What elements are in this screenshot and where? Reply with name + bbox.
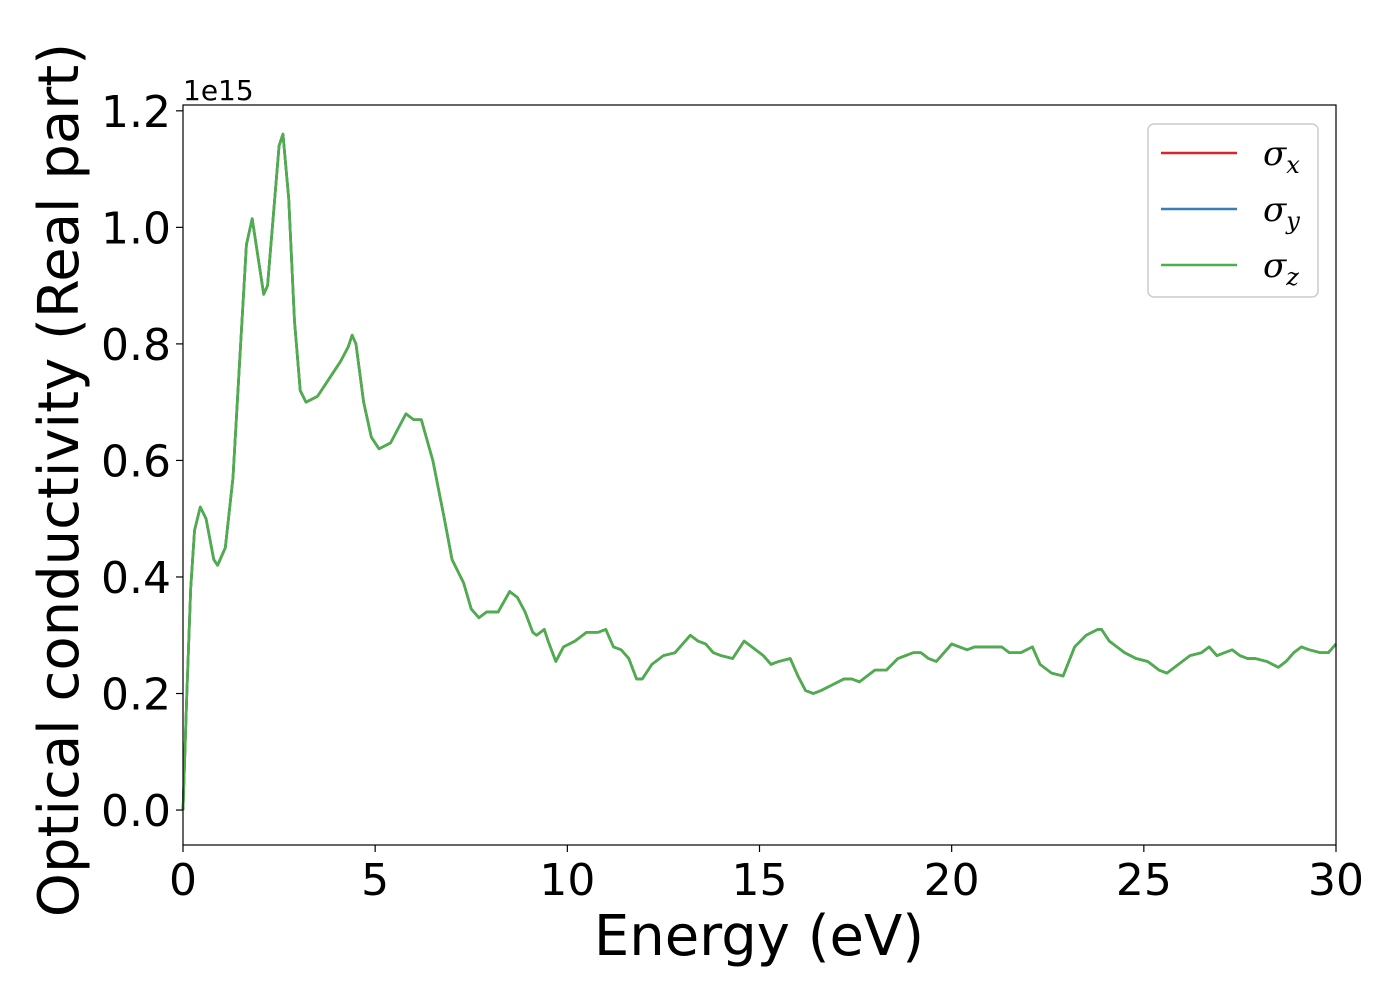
legend-box: [1147, 123, 1319, 298]
x-tick-label: 15: [732, 855, 788, 906]
x-tick-label: 30: [1308, 855, 1364, 906]
legend-label-z: σz: [1263, 246, 1299, 291]
x-axis: 0 5 10 15 20 25 30: [169, 845, 1364, 906]
y-tick-label: 0.0: [101, 786, 171, 837]
x-tick-label: 10: [539, 855, 595, 906]
legend-label-y: σy: [1263, 190, 1300, 235]
y-axis: 0.0 0.2 0.4 0.6 0.8 1.0 1.2: [101, 87, 183, 837]
x-tick-label: 25: [1116, 855, 1172, 906]
y-tick-label: 0.8: [101, 320, 171, 371]
y-tick-label: 0.6: [101, 436, 171, 487]
y-tick-label: 0.2: [101, 670, 171, 721]
y-tick-label: 1.0: [101, 203, 171, 254]
x-axis-title: Energy (eV): [594, 904, 924, 969]
legend: σx σy σz: [1147, 123, 1319, 298]
legend-label-x: σx: [1263, 134, 1300, 179]
series-line-z: [181, 132, 1337, 811]
x-tick-label: 20: [924, 855, 980, 906]
y-tick-label: 1.2: [101, 87, 171, 138]
y-tick-label: 0.4: [101, 553, 171, 604]
x-tick-label: 5: [361, 855, 389, 906]
series-layer: [181, 132, 1337, 811]
y-axis-title: Optical conductivity (Real part): [27, 43, 92, 917]
y-offset-label: 1e15: [183, 74, 254, 107]
x-tick-label: 0: [169, 855, 197, 906]
